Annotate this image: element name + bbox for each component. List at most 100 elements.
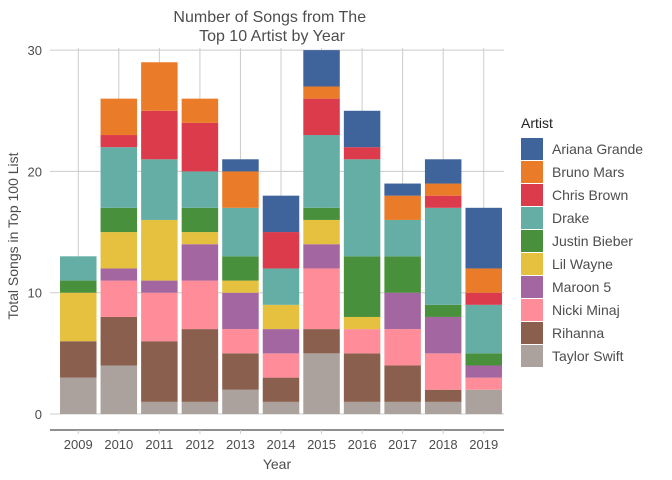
x-axis-ticks: 2009 2010 2011 2012 2013 2014 2015 2016 2017 2018… — [64, 430, 498, 452]
bar-segment: Justin Bieber 2010: 2 — [100, 207, 138, 233]
legend-swatch — [521, 138, 543, 160]
bar-segment: Drake 2015: 6 — [303, 135, 340, 208]
legend-swatch — [521, 322, 543, 344]
bar-segment: Nicki Minaj 2017: 3 — [384, 329, 421, 366]
x-tick-label: 2014 — [267, 437, 296, 452]
x-tick-label: 2010 — [104, 437, 133, 452]
chart-title-line-1: Number of Songs from The — [173, 9, 366, 26]
bar-segment: Maroon 5 2017: 3 — [384, 292, 421, 330]
x-tick-label: 2013 — [226, 437, 255, 452]
legend-label: Ariana Grande — [552, 141, 643, 157]
x-tick-label: 2009 — [64, 437, 93, 452]
bar-segment: Drake 2013: 4 — [222, 207, 259, 257]
bar-segment: Bruno Mars 2013: 3 — [222, 171, 259, 208]
bar-segment: Taylor Swift 2014: 1 — [262, 401, 300, 414]
bar-segment: Drake 2014: 3 — [262, 268, 300, 305]
bar-segment: Justin Bieber 2019: 1 — [465, 353, 502, 366]
bar-segment: Ariana Grande 2019: 5 — [465, 207, 502, 269]
bar-segment: Justin Bieber 2013: 2 — [222, 256, 259, 281]
bar-segment: Rihanna 2017: 3 — [384, 365, 421, 402]
legend-swatch — [521, 207, 543, 229]
bar-segment: Taylor Swift 2011: 1 — [141, 401, 178, 414]
bar-segment: Maroon 5 2014: 2 — [262, 329, 300, 354]
bar-segment: Taylor Swift 2017: 1 — [384, 401, 421, 414]
bar-segment: Nicki Minaj 2014: 2 — [262, 353, 300, 378]
bar-segment: Drake 2012: 3 — [181, 171, 219, 208]
legend-swatch — [521, 276, 543, 298]
bar-segment: Rihanna 2012: 6 — [181, 329, 219, 402]
bar-segment: Maroon 5 2013: 3 — [222, 292, 259, 330]
bar-segment: Nicki Minaj 2019: 1 — [465, 377, 502, 390]
legend-swatch — [521, 184, 543, 206]
legend-swatch — [521, 253, 543, 275]
bar-segment: Chris Brown 2018: 1 — [424, 195, 462, 208]
bar-segment: Rihanna 2009: 3 — [60, 341, 97, 378]
bar-segment: Drake 2009: 2 — [60, 256, 97, 281]
bar-segment: Chris Brown 2010: 1 — [100, 135, 138, 148]
bar-segment: Chris Brown 2014: 3 — [262, 232, 300, 269]
legend-label: Nicki Minaj — [552, 302, 620, 318]
bar-segment: Rihanna 2015: 2 — [303, 329, 340, 354]
bar-segment: Justin Bieber 2015: 1 — [303, 207, 340, 220]
bar-segment: Nicki Minaj 2013: 2 — [222, 329, 259, 354]
legend-swatch — [521, 161, 543, 183]
bar-segment: Rihanna 2010: 4 — [100, 316, 138, 366]
legend: Artist Ariana Grande Bruno Mars Chris Brow… — [521, 115, 643, 367]
bar-segment: Taylor Swift 2015: 5 — [303, 353, 340, 414]
bar-segment: Maroon 5 2012: 3 — [181, 244, 219, 281]
bar-segment: Lil Wayne 2012: 1 — [181, 232, 219, 245]
legend-label: Bruno Mars — [552, 164, 624, 180]
bar-segment: Maroon 5 2011: 1 — [141, 280, 178, 293]
bar-segment: Maroon 5 2010: 1 — [100, 268, 138, 281]
bar-segment: Lil Wayne 2014: 2 — [262, 304, 300, 330]
legend-swatch — [521, 299, 543, 321]
bar-segment: Taylor Swift 2010: 4 — [100, 365, 138, 414]
y-tick-label: 20 — [28, 164, 42, 179]
bar-segment: Maroon 5 2015: 2 — [303, 244, 340, 269]
bar-segment: Taylor Swift 2016: 1 — [343, 401, 381, 414]
bar-segment: Rihanna 2016: 4 — [343, 353, 381, 402]
bars: Taylor Swift 2009: 3Rihanna 2009: 3Lil W… — [60, 50, 502, 414]
bar-segment: Rihanna 2013: 3 — [222, 353, 259, 390]
x-axis-title: Year — [263, 456, 292, 472]
bar-segment: Bruno Mars 2011: 4 — [141, 62, 178, 111]
bar-segment: Maroon 5 2018: 3 — [424, 316, 462, 354]
legend-title: Artist — [521, 115, 553, 131]
bar-segment: Justin Bieber 2018: 1 — [424, 304, 462, 317]
bar-segment: Taylor Swift 2018: 1 — [424, 401, 462, 414]
bar-segment: Bruno Mars 2018: 1 — [424, 183, 462, 196]
bar-segment: Drake 2016: 8 — [343, 159, 381, 257]
bar-segment: Justin Bieber 2009: 1 — [60, 280, 97, 293]
bar-segment: Chris Brown 2011: 4 — [141, 110, 178, 160]
bar-segment: Rihanna 2011: 5 — [141, 341, 178, 402]
bar-segment: Taylor Swift 2019: 2 — [465, 389, 502, 414]
bar-segment: Ariana Grande 2016: 3 — [343, 110, 381, 148]
bar-segment: Lil Wayne 2015: 2 — [303, 219, 340, 245]
bar-segment: Chris Brown 2019: 1 — [465, 292, 502, 305]
bar-segment: Ariana Grande 2014: 3 — [262, 195, 300, 233]
bar-segment: Nicki Minaj 2010: 3 — [100, 280, 138, 317]
bar-segment: Justin Bieber 2017: 3 — [384, 256, 421, 293]
bar-segment: Nicki Minaj 2015: 5 — [303, 268, 340, 330]
bar-segment: Lil Wayne 2010: 3 — [100, 232, 138, 269]
legend-label: Chris Brown — [552, 187, 628, 203]
bar-segment: Justin Bieber 2016: 5 — [343, 256, 381, 317]
bar-segment: Ariana Grande 2018: 2 — [424, 159, 462, 184]
bar-segment: Justin Bieber 2012: 2 — [181, 207, 219, 233]
bar-segment: Lil Wayne 2009: 4 — [60, 292, 97, 342]
x-tick-label: 2015 — [307, 437, 336, 452]
y-tick-label: 10 — [28, 286, 42, 301]
bar-segment: Drake 2010: 5 — [100, 147, 138, 208]
bar-segment: Taylor Swift 2013: 2 — [222, 389, 259, 414]
x-tick-label: 2011 — [145, 437, 173, 452]
bar-segment: Maroon 5 2019: 1 — [465, 365, 502, 378]
bar-segment: Chris Brown 2015: 3 — [303, 98, 340, 136]
bar-segment: Taylor Swift 2009: 3 — [60, 377, 97, 414]
bar-segment: Ariana Grande 2015: 3 — [303, 50, 340, 87]
legend-label: Rihanna — [552, 325, 604, 341]
x-tick-label: 2012 — [185, 437, 214, 452]
legend-label: Taylor Swift — [552, 348, 624, 364]
bar-segment: Drake 2011: 5 — [141, 159, 178, 220]
bar-segment: Ariana Grande 2017: 1 — [384, 183, 421, 196]
bar-segment: Drake 2018: 8 — [424, 207, 462, 305]
